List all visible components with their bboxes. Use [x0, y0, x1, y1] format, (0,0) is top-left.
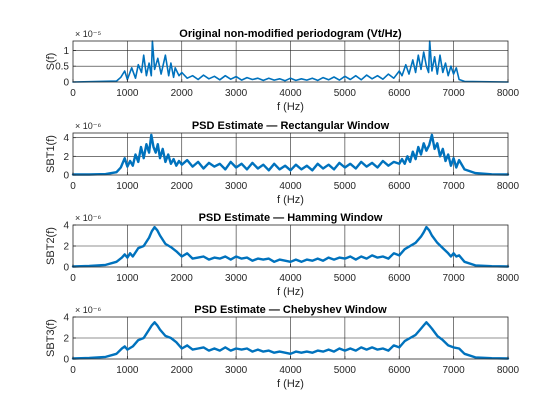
x-tick-label: 4000 [279, 273, 302, 284]
x-tick-label: 1000 [116, 273, 139, 284]
x-tick-label: 2000 [171, 88, 194, 99]
subplot-title: Original non-modified periodogram (Vt/Hz… [179, 28, 402, 40]
x-tick-label: 0 [70, 273, 76, 284]
y-tick-label: 0 [63, 263, 69, 274]
y-tick-label: 0 [63, 78, 69, 89]
y-axis-label: SBT3(f) [45, 319, 57, 357]
subplot-title: PSD Estimate — Rectangular Window [192, 120, 390, 132]
data-series-line [71, 225, 510, 268]
x-tick-label: 8000 [497, 88, 520, 99]
subplot-1: 0 1000 2000 3000 4000 5000 6000 7000 8000 0 0.5 1 × … [45, 28, 520, 113]
data-series-line [71, 133, 510, 176]
x-axis-label: f (Hz) [277, 194, 304, 206]
x-tick-label: 6000 [388, 273, 411, 284]
x-tick-label: 0 [70, 88, 76, 99]
x-tick-label: 5000 [334, 273, 357, 284]
y-tick-label: 2 [63, 242, 69, 253]
x-tick-label: 8000 [497, 365, 520, 376]
y-tick-label: 0.5 [55, 62, 69, 73]
x-tick-label: 6000 [388, 365, 411, 376]
x-tick-label: 7000 [443, 181, 466, 192]
x-tick-label: 6000 [388, 88, 411, 99]
x-tick-label: 2000 [171, 365, 194, 376]
x-tick-label: 1000 [116, 88, 139, 99]
subplot-4: 0 1000 2000 3000 4000 5000 6000 7000 8000 0 2 4 × 10… [45, 304, 520, 390]
y-tick-label: 4 [63, 133, 69, 144]
y-tick-label: 1 [63, 46, 69, 57]
y-tick-label: 4 [63, 221, 69, 232]
data-series-line [71, 321, 510, 360]
y-tick-label: 4 [63, 313, 69, 324]
x-tick-label: 7000 [443, 365, 466, 376]
y-axis-label: SBT1(f) [45, 135, 57, 173]
x-tick-label: 4000 [279, 365, 302, 376]
x-tick-label: 2000 [171, 273, 194, 284]
y-tick-label: 0 [63, 355, 69, 366]
x-tick-label: 8000 [497, 181, 520, 192]
x-tick-label: 0 [70, 365, 76, 376]
x-tick-label: 3000 [225, 181, 248, 192]
x-tick-label: 3000 [225, 365, 248, 376]
x-tick-label: 4000 [279, 88, 302, 99]
x-tick-label: 1000 [116, 365, 139, 376]
y-axis-label: S(f) [45, 53, 57, 71]
y-exponent-label: × 10⁻⁶ [75, 305, 102, 315]
x-axis-label: f (Hz) [277, 101, 304, 113]
x-tick-label: 6000 [388, 181, 411, 192]
subplot-title: PSD Estimate — Hamming Window [199, 212, 383, 224]
x-tick-label: 7000 [443, 88, 466, 99]
subplot-2: 0 1000 2000 3000 4000 5000 6000 7000 8000 0 2 4 × 10… [45, 120, 520, 206]
y-tick-label: 2 [63, 334, 69, 345]
y-tick-label: 0 [63, 171, 69, 182]
data-series-line [72, 40, 509, 83]
y-tick-label: 2 [63, 152, 69, 163]
subplot-3: 0 1000 2000 3000 4000 5000 6000 7000 8000 0 2 4 × 10… [45, 212, 520, 298]
x-tick-label: 3000 [225, 88, 248, 99]
x-tick-label: 7000 [443, 273, 466, 284]
x-tick-label: 1000 [116, 181, 139, 192]
x-axis-label: f (Hz) [277, 378, 304, 390]
y-exponent-label: × 10⁻⁵ [75, 29, 102, 39]
x-axis-label: f (Hz) [277, 286, 304, 298]
x-tick-label: 4000 [279, 181, 302, 192]
x-tick-label: 8000 [497, 273, 520, 284]
x-tick-label: 2000 [171, 181, 194, 192]
x-tick-label: 0 [70, 181, 76, 192]
subplot-title: PSD Estimate — Chebyshev Window [194, 304, 387, 316]
x-tick-label: 5000 [334, 365, 357, 376]
x-tick-label: 5000 [334, 88, 357, 99]
y-axis-label: SBT2(f) [45, 227, 57, 265]
y-exponent-label: × 10⁻⁶ [75, 121, 102, 131]
y-exponent-label: × 10⁻⁶ [75, 213, 102, 223]
x-tick-label: 5000 [334, 181, 357, 192]
x-tick-label: 3000 [225, 273, 248, 284]
